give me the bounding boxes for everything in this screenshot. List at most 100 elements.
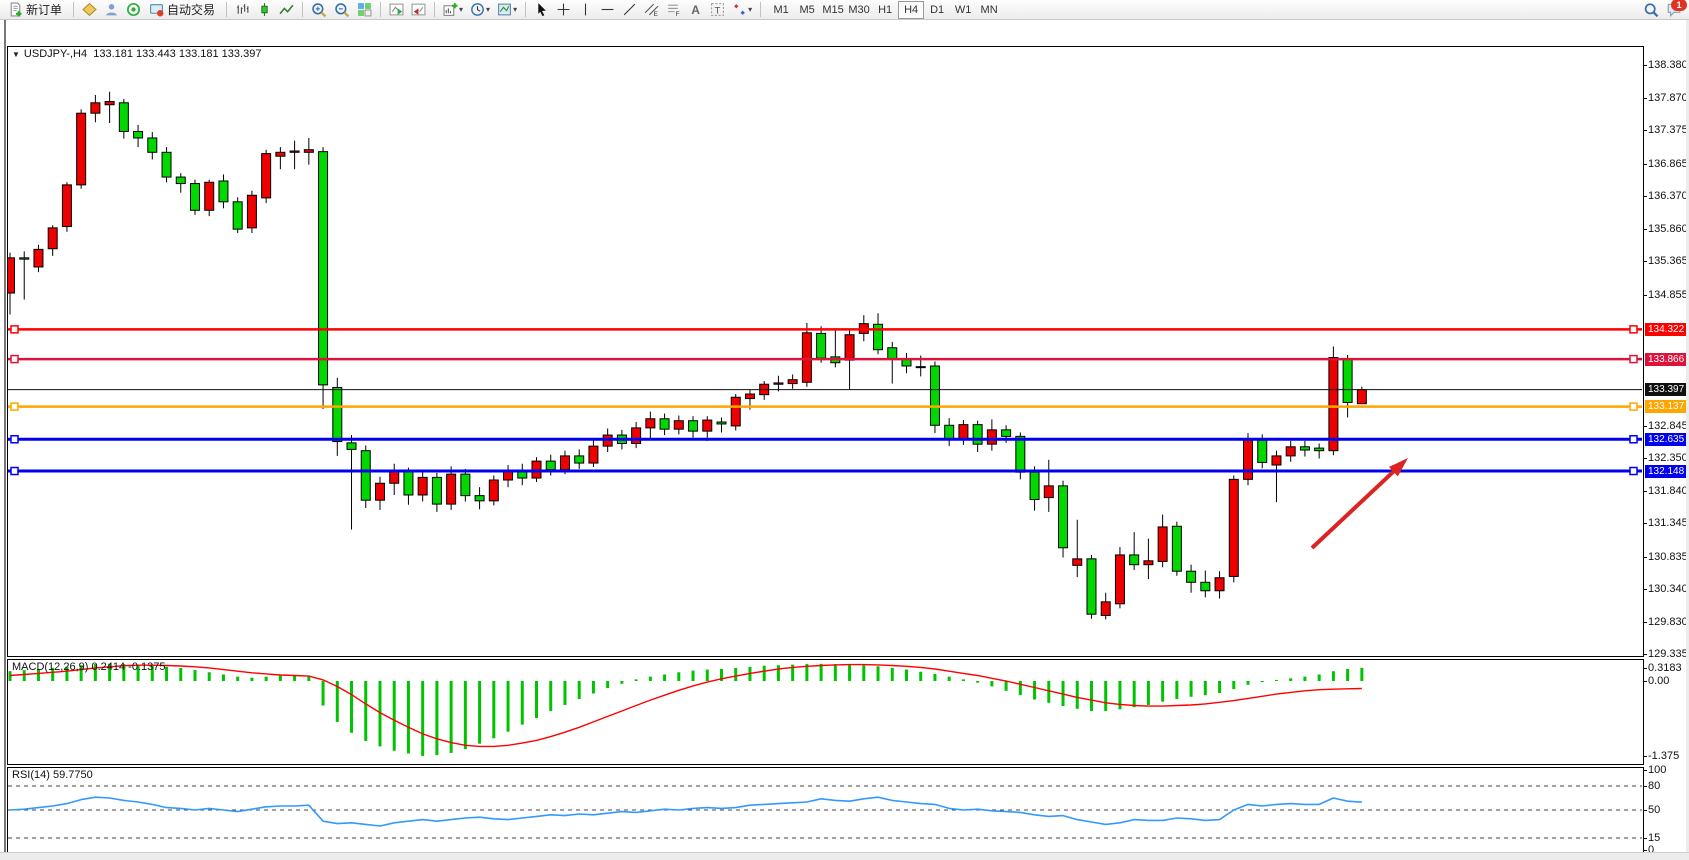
search-button[interactable] (1640, 1, 1662, 19)
timeframe-M1[interactable]: M1 (768, 1, 794, 19)
vertical-line-tool-button[interactable] (575, 1, 596, 19)
candle (1328, 357, 1339, 452)
macd-histogram-bar (848, 664, 852, 681)
timeframe-M5[interactable]: M5 (794, 1, 820, 19)
price-axis-label: 132.350 (1648, 452, 1688, 464)
macd-histogram-bar (976, 681, 980, 683)
chat-button[interactable]: 1 (1663, 0, 1687, 19)
svg-text:E: E (654, 11, 658, 17)
text-tool-icon: A (691, 2, 700, 17)
axis-tick (1643, 229, 1647, 230)
line-price-label: 132.148 (1645, 465, 1689, 478)
macd-histogram-bar (990, 681, 994, 687)
auto-scroll-button[interactable] (386, 1, 407, 19)
line-chart-mode-button[interactable] (276, 1, 297, 19)
candle (972, 424, 983, 445)
horizontal-line-tool-button[interactable] (597, 1, 618, 19)
terminal-button[interactable] (123, 1, 144, 19)
macd-histogram-bar (961, 679, 965, 681)
candle (303, 149, 314, 153)
line-price-label: 132.635 (1645, 433, 1689, 446)
macd-histogram-bar (221, 674, 225, 681)
new-order-button[interactable]: 新订单 (4, 1, 68, 19)
navigator-button[interactable] (101, 1, 122, 19)
axis-tick (1643, 557, 1647, 558)
line-drag-handle[interactable] (1629, 325, 1638, 334)
new-chart-icon (443, 3, 458, 16)
candlestick-icon (261, 3, 268, 16)
fibonacci-tool-button[interactable]: F (663, 1, 684, 19)
line-drag-handle[interactable] (1629, 354, 1638, 364)
timeframe-M30[interactable]: M30 (846, 1, 872, 19)
text-tool-button[interactable]: A (685, 1, 706, 19)
periods-button[interactable]: ▾ (467, 1, 493, 19)
macd-histogram-bar (435, 681, 439, 756)
candle (1114, 554, 1125, 605)
candle (147, 137, 158, 153)
cursor-tool-button[interactable] (531, 1, 552, 19)
candle (1129, 554, 1140, 566)
line-drag-handle[interactable] (1629, 435, 1638, 444)
crosshair-tool-button[interactable] (553, 1, 574, 19)
macd-histogram-bar (1075, 681, 1079, 709)
line-drag-handle[interactable] (10, 354, 19, 364)
line-drag-handle[interactable] (10, 435, 19, 444)
channel-tool-button[interactable]: E (641, 1, 662, 19)
macd-histogram-bar (876, 666, 880, 681)
zoom-in-button[interactable] (308, 1, 330, 19)
price-axis-label: 135.860 (1648, 223, 1688, 235)
bar-chart-mode-button[interactable] (232, 1, 253, 19)
text-label-tool-button[interactable]: T (707, 1, 728, 19)
trend-arrow-annotation[interactable] (1310, 467, 1398, 550)
timeframe-D1[interactable]: D1 (924, 1, 950, 19)
price-axis-label: 131.345 (1648, 517, 1688, 529)
market-watch-button[interactable] (79, 1, 100, 19)
rsi-axis-label: 100 (1648, 764, 1667, 776)
macd-histogram-bar (193, 670, 197, 681)
symbol-dropdown-icon[interactable]: ▼ (12, 50, 20, 59)
timeframe-H1[interactable]: H1 (872, 1, 898, 19)
price-axis-label: 136.865 (1648, 158, 1688, 170)
trendline-tool-button[interactable] (619, 1, 640, 19)
arrows-tool-button[interactable]: ▾ (729, 1, 755, 19)
axis-tick (1643, 295, 1647, 296)
macd-histogram-bar (350, 681, 354, 733)
chart-shift-icon (411, 3, 426, 16)
macd-histogram-bar (1331, 671, 1335, 681)
macd-axis-label: 0.00 (1648, 675, 1670, 687)
rsi-axis-label: 0 (1648, 844, 1655, 856)
rsi-panel[interactable] (7, 767, 1644, 856)
axis-tick (1643, 589, 1647, 590)
candle (360, 450, 371, 501)
line-drag-handle[interactable] (10, 466, 19, 476)
timeframe-M15[interactable]: M15 (820, 1, 846, 19)
autotrading-label: 自动交易 (167, 3, 216, 17)
timeframe-W1[interactable]: W1 (950, 1, 976, 19)
macd-histogram-bar (648, 676, 652, 681)
macd-histogram-bar (1047, 681, 1051, 703)
timeframe-MN[interactable]: MN (976, 1, 1002, 19)
chart-shift-button[interactable] (408, 1, 429, 19)
toolbar-separator (73, 2, 75, 17)
macd-histogram-bar (506, 681, 510, 732)
line-drag-handle[interactable] (10, 325, 19, 334)
line-drag-handle[interactable] (1629, 466, 1638, 476)
tile-windows-button[interactable] (354, 1, 375, 19)
candle (133, 130, 144, 139)
line-drag-handle[interactable] (1629, 402, 1638, 411)
macd-histogram-bar (335, 681, 339, 722)
timeframe-H4[interactable]: H4 (898, 0, 925, 19)
zoom-out-icon (335, 2, 350, 17)
new-chart-button[interactable]: ▾ (440, 1, 466, 19)
macd-panel[interactable] (7, 659, 1644, 766)
zoom-out-button[interactable] (331, 1, 353, 19)
rsi-line (9, 796, 1362, 827)
autotrading-button[interactable]: 自动交易 (145, 1, 221, 19)
notification-badge: 1 (1671, 0, 1687, 11)
price-chart-panel[interactable] (7, 46, 1644, 657)
candle (431, 476, 442, 505)
line-drag-handle[interactable] (10, 402, 19, 411)
templates-button[interactable]: ▾ (494, 1, 520, 19)
candlestick-mode-button[interactable] (254, 1, 275, 19)
